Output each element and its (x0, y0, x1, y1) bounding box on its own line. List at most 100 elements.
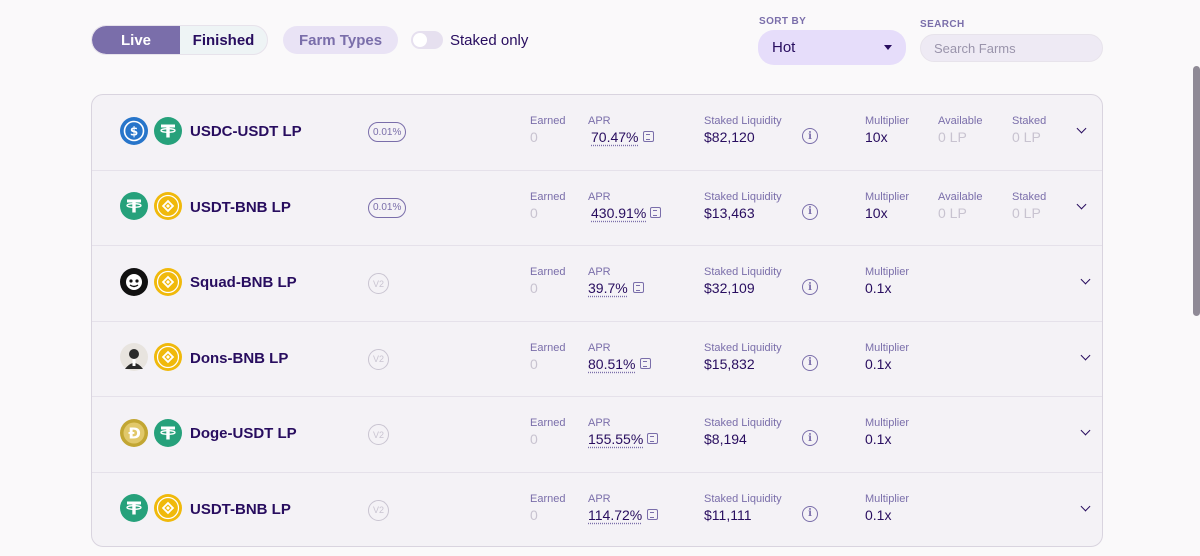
farm-row[interactable]: USDT-BNB LP 0.01% Earned 0 APR 430.91% Staked … (92, 171, 1102, 246)
finished-tab[interactable]: Finished (180, 26, 267, 54)
farm-row[interactable]: Đ Doge-USDT LP V2 Earned 0 APR 155.55% Staked L… (92, 397, 1102, 473)
farm-row[interactable]: $ USDC-USDT LP 0.01% Earned 0 APR 70.47% Staked… (92, 95, 1102, 171)
staked-liquidity-label: Staked Liquidity (704, 190, 782, 203)
sort-select[interactable]: Hot (758, 30, 906, 65)
multiplier-label: Multiplier (865, 190, 910, 203)
apr-label: APR (588, 266, 611, 278)
staked-value: 0 LP (1012, 129, 1041, 145)
multiplier-value: 0.1x (865, 506, 892, 523)
caret-down-icon (884, 45, 892, 50)
farm-row[interactable]: Squad-BNB LP V2 Earned 0 APR 39.7% Staked Liqu… (92, 246, 1102, 322)
bnb-icon (154, 192, 182, 225)
token-slot (154, 494, 182, 525)
usdt-icon (120, 494, 148, 527)
apr-label: APR (588, 115, 611, 127)
search-input[interactable] (920, 34, 1103, 62)
apr-value[interactable]: 80.51% (588, 355, 636, 372)
multiplier-value: 10x (865, 204, 888, 221)
search-label: SEARCH (920, 19, 965, 30)
fee-badge: 0.01% (368, 197, 407, 218)
apr-value[interactable]: 155.55% (588, 431, 644, 447)
earned-label: Earned (530, 115, 566, 127)
calculator-icon[interactable] (650, 206, 662, 218)
staked-liquidity-value: $8,194 (704, 431, 747, 447)
farms-table: $ USDC-USDT LP 0.01% Earned 0 APR 70.47% Staked… (91, 94, 1103, 547)
chevron-down-icon[interactable] (1080, 425, 1091, 436)
staked-only-label: Staked only (450, 31, 529, 49)
earned-label: Earned (530, 417, 566, 429)
sort-value: Hot (772, 39, 796, 56)
staked-label: Staked (1012, 115, 1047, 127)
scrollbar[interactable] (1193, 66, 1200, 316)
svg-text:$: $ (130, 124, 138, 138)
dons-icon (120, 343, 148, 376)
farm-pair-name: USDT-BNB LP (190, 500, 291, 518)
apr-label: APR (588, 492, 611, 505)
earned-value: 0 (530, 204, 538, 221)
svg-text:Đ: Đ (128, 424, 141, 442)
calculator-icon[interactable] (642, 131, 654, 142)
chevron-down-icon[interactable] (1080, 350, 1091, 360)
staked-liquidity-value: $15,832 (704, 355, 755, 372)
token-slot (154, 343, 182, 376)
token-slot: Đ (120, 418, 148, 452)
multiplier-label: Multiplier (865, 115, 910, 127)
earned-value: 0 (530, 431, 538, 447)
info-icon[interactable]: i (802, 505, 818, 522)
apr-label: APR (588, 417, 611, 429)
staked-liquidity-value: $11,111 (704, 506, 752, 523)
staked-label: Staked (1012, 190, 1047, 203)
staked-liquidity-value: $13,463 (704, 204, 755, 221)
apr-value[interactable]: 114.72% (588, 506, 643, 523)
token-slot (120, 343, 148, 376)
sort-by-label: SORT BY (759, 16, 807, 27)
live-tab[interactable]: Live (92, 26, 180, 54)
chevron-down-icon[interactable] (1080, 274, 1091, 285)
staked-only-toggle[interactable] (411, 31, 443, 49)
chevron-down-icon[interactable] (1076, 199, 1087, 209)
info-icon[interactable]: i (802, 430, 818, 446)
apr-value[interactable]: 70.47% (591, 129, 639, 145)
info-icon[interactable]: i (802, 354, 818, 371)
apr-value[interactable]: 430.91% (591, 204, 647, 221)
calculator-icon[interactable] (632, 282, 644, 293)
farm-pair-name: Squad-BNB LP (190, 274, 297, 291)
farm-types-button[interactable]: Farm Types (283, 26, 398, 54)
earned-value: 0 (530, 129, 538, 145)
earned-label: Earned (530, 190, 566, 203)
available-label: Available (938, 190, 983, 203)
calculator-icon[interactable] (647, 508, 659, 520)
fee-badge: V2 (368, 499, 389, 521)
info-icon[interactable]: i (802, 203, 818, 220)
live-finished-toggle[interactable]: Live Finished (91, 25, 268, 55)
chevron-down-icon[interactable] (1076, 123, 1087, 134)
bnb-icon (154, 343, 182, 376)
token-slot (154, 116, 182, 150)
multiplier-value: 0.1x (865, 431, 892, 447)
available-label: Available (938, 115, 983, 127)
usdt-icon (120, 192, 148, 225)
apr-value[interactable]: 39.7% (588, 280, 628, 296)
bnb-icon (154, 267, 182, 301)
doge-icon: Đ (120, 418, 148, 452)
farm-row[interactable]: USDT-BNB LP V2 Earned 0 APR 114.72% Staked Liq… (92, 473, 1102, 547)
farm-row[interactable]: Dons-BNB LP V2 Earned 0 APR 80.51% Staked Liqu… (92, 322, 1102, 397)
chevron-down-icon[interactable] (1080, 501, 1091, 511)
info-icon[interactable]: i (802, 128, 818, 144)
info-icon[interactable]: i (802, 279, 818, 295)
farm-pair-name: Dons-BNB LP (190, 349, 289, 367)
token-slot (154, 192, 182, 225)
farm-pair-name: Doge-USDT LP (190, 425, 297, 442)
farm-pair-name: USDT-BNB LP (190, 198, 291, 216)
staked-value: 0 LP (1012, 204, 1041, 221)
calculator-icon[interactable] (647, 433, 659, 444)
apr-label: APR (588, 190, 611, 203)
usdc-icon: $ (120, 116, 148, 150)
calculator-icon[interactable] (639, 357, 651, 369)
staked-liquidity-label: Staked Liquidity (704, 417, 782, 429)
multiplier-label: Multiplier (865, 492, 910, 505)
farm-pair-name: USDC-USDT LP (190, 123, 302, 140)
token-slot (154, 267, 182, 301)
earned-label: Earned (530, 266, 566, 278)
usdt-icon (154, 116, 182, 150)
